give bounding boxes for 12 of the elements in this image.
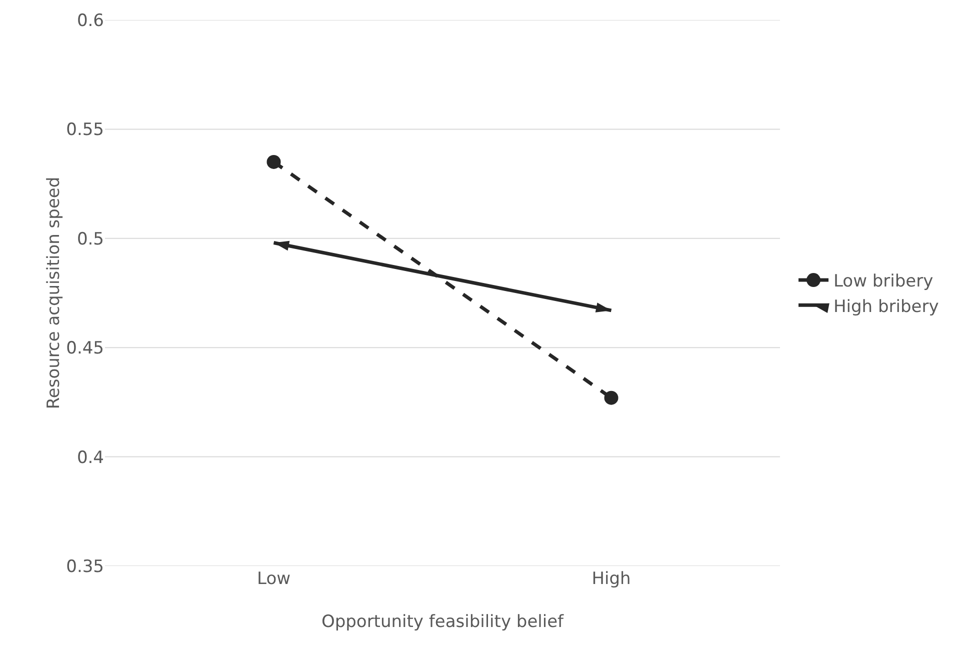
x-tick-label: Low: [257, 569, 291, 589]
x-tick-label: High: [592, 569, 631, 589]
y-tick-label: 0.6: [76, 10, 104, 31]
y-tick-label: 0.55: [66, 120, 104, 140]
legend-label: High bribery: [834, 296, 939, 317]
y-tick-label: 0.35: [66, 556, 104, 577]
y-tick-label: 0.4: [76, 448, 104, 468]
y-tick-label: 0.45: [66, 338, 104, 359]
y-axis-title: Resource acquisition speed: [44, 176, 64, 410]
y-tick-label: 0.5: [76, 229, 104, 250]
legend-label: Low bribery: [834, 272, 934, 292]
x-axis-title: Opportunity feasibility belief: [321, 612, 565, 632]
